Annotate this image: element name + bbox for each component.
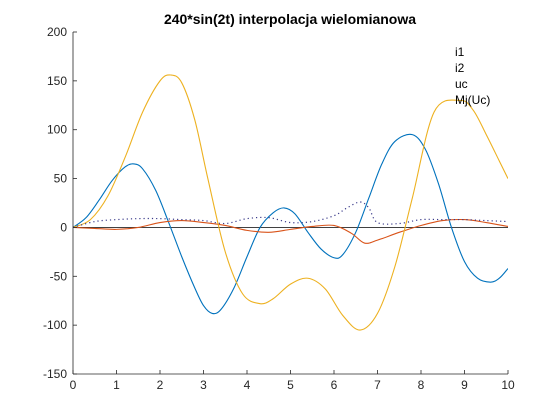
x-tick-label: 0 (70, 378, 77, 392)
series-line-uc (73, 74, 508, 331)
legend-entry-i1: i1 (455, 45, 465, 59)
legend: i1 i2 uc Mj(Uc) (455, 45, 490, 107)
y-tick-label: 50 (54, 172, 68, 186)
x-tick-label: 1 (113, 378, 120, 392)
legend-entry-mj-uc: Mj(Uc) (455, 93, 490, 107)
legend-entry-i2: i2 (455, 61, 465, 75)
y-tick-label: 100 (47, 123, 67, 137)
x-tick-label: 4 (244, 378, 251, 392)
plot-area (73, 32, 508, 374)
chart-title: 240*sin(2t) interpolacja wielomianowa (164, 11, 416, 27)
x-tick-label: 3 (200, 378, 207, 392)
y-tick-label: 150 (47, 74, 67, 88)
y-tick-label: 200 (47, 25, 67, 39)
series-group (73, 74, 508, 331)
y-tick-label: -100 (43, 318, 67, 332)
plot-background (73, 32, 508, 374)
x-tick-label: 6 (331, 378, 338, 392)
axes: 0 1 2 3 4 5 6 7 8 9 10 -150 -100 -50 0 50 100 150 200 (43, 25, 515, 392)
x-tick-label: 5 (287, 378, 294, 392)
series-line-i1 (73, 133, 508, 315)
y-tick-label: 0 (60, 220, 67, 234)
series-line-i2 (73, 218, 508, 244)
x-tick-label: 9 (461, 378, 468, 392)
x-tick-label: 7 (374, 378, 381, 392)
x-tick-label: 8 (418, 378, 425, 392)
y-tick-label: -150 (43, 367, 67, 381)
x-tick-label: 10 (501, 378, 515, 392)
y-tick-label: -50 (50, 269, 68, 283)
x-tick-label: 2 (157, 378, 164, 392)
legend-entry-uc: uc (455, 77, 468, 91)
